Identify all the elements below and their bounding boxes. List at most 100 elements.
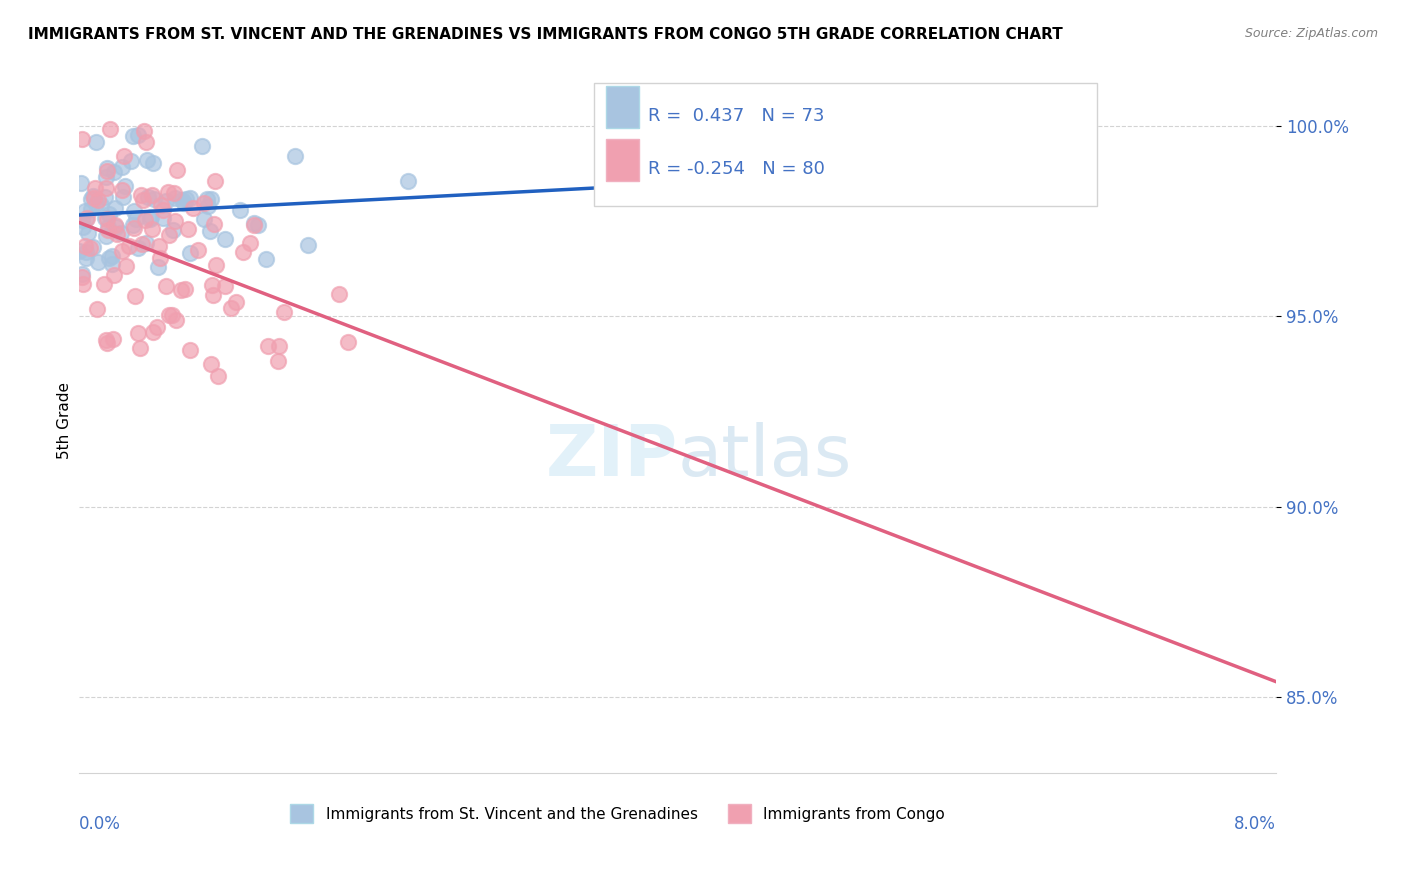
Point: [127, 241, 149, 255]
Point: [148, 238, 170, 252]
Point: [173, 282, 195, 296]
Point: [82, 239, 104, 253]
Point: [72, 219, 94, 234]
Point: [72, 132, 94, 146]
Text: ZIP: ZIP: [546, 422, 678, 491]
FancyBboxPatch shape: [593, 83, 1097, 206]
Text: R = -0.254   N = 80: R = -0.254 N = 80: [636, 146, 813, 164]
Point: [94, 181, 117, 195]
Point: [200, 358, 222, 372]
Y-axis label: 5th Grade: 5th Grade: [58, 383, 72, 459]
Point: [124, 220, 146, 235]
Point: [97, 222, 120, 236]
Point: [142, 325, 165, 339]
Point: [96, 169, 118, 184]
Point: [87, 255, 110, 269]
Point: [105, 220, 128, 235]
Point: [90, 197, 112, 211]
Point: [155, 279, 177, 293]
Text: atlas: atlas: [678, 422, 852, 491]
Point: [202, 218, 225, 232]
Point: [267, 353, 290, 368]
Point: [97, 207, 120, 221]
Point: [129, 188, 152, 202]
Point: [101, 333, 124, 347]
Point: [118, 239, 141, 253]
Point: [193, 211, 215, 226]
Point: [136, 190, 159, 204]
Point: [120, 153, 142, 168]
Point: [254, 252, 277, 266]
Point: [243, 218, 266, 232]
Point: [75, 245, 97, 260]
Point: [162, 223, 184, 237]
Point: [96, 161, 118, 175]
Point: [242, 216, 264, 230]
Point: [149, 197, 172, 211]
Point: [75, 204, 97, 219]
Point: [207, 368, 229, 383]
Point: [98, 121, 121, 136]
Point: [149, 251, 172, 265]
Point: [132, 124, 155, 138]
Point: [257, 339, 280, 353]
Point: [152, 211, 174, 225]
Point: [97, 220, 120, 235]
Point: [79, 241, 101, 255]
Point: [104, 201, 127, 215]
Text: R =  0.437   N = 73: R = 0.437 N = 73: [636, 96, 813, 115]
Point: [198, 224, 221, 238]
Point: [177, 221, 200, 235]
Point: [84, 136, 107, 150]
Point: [67, 244, 90, 259]
Point: [132, 194, 155, 208]
Point: [80, 202, 103, 216]
Point: [122, 218, 145, 232]
Point: [124, 203, 146, 218]
Point: [396, 174, 419, 188]
Text: Source: ZipAtlas.com: Source: ZipAtlas.com: [1244, 27, 1378, 40]
Point: [103, 268, 125, 282]
Point: [162, 309, 184, 323]
Point: [247, 219, 270, 233]
Text: 8.0%: 8.0%: [1234, 815, 1277, 833]
Point: [187, 243, 209, 257]
Point: [141, 222, 163, 236]
Point: [200, 192, 222, 206]
Point: [156, 186, 179, 200]
Point: [232, 244, 254, 259]
Point: [146, 260, 169, 274]
Point: [69, 176, 91, 190]
Point: [205, 258, 228, 272]
Point: [82, 189, 104, 203]
Bar: [606, 87, 640, 128]
Legend: Immigrants from St. Vincent and the Grenadines, Immigrants from Congo: Immigrants from St. Vincent and the Gren…: [284, 798, 952, 829]
Point: [193, 196, 215, 211]
Point: [163, 191, 186, 205]
Point: [111, 190, 134, 204]
Point: [179, 343, 201, 357]
Point: [172, 194, 194, 208]
Point: [104, 218, 127, 232]
Point: [267, 339, 290, 353]
Point: [75, 212, 97, 227]
Text: R =  0.437   N = 73: R = 0.437 N = 73: [648, 107, 824, 125]
Point: [96, 212, 118, 227]
Point: [75, 238, 97, 252]
Point: [142, 155, 165, 169]
Point: [127, 326, 149, 341]
Point: [110, 227, 132, 241]
Point: [173, 196, 195, 211]
Point: [152, 203, 174, 218]
Point: [328, 287, 350, 301]
Point: [157, 309, 180, 323]
Point: [131, 237, 153, 252]
Point: [72, 277, 94, 292]
Point: [190, 139, 212, 153]
Point: [111, 183, 134, 197]
Point: [112, 148, 135, 162]
Point: [273, 305, 295, 319]
Point: [181, 201, 204, 215]
Point: [86, 301, 108, 316]
Point: [84, 197, 107, 211]
